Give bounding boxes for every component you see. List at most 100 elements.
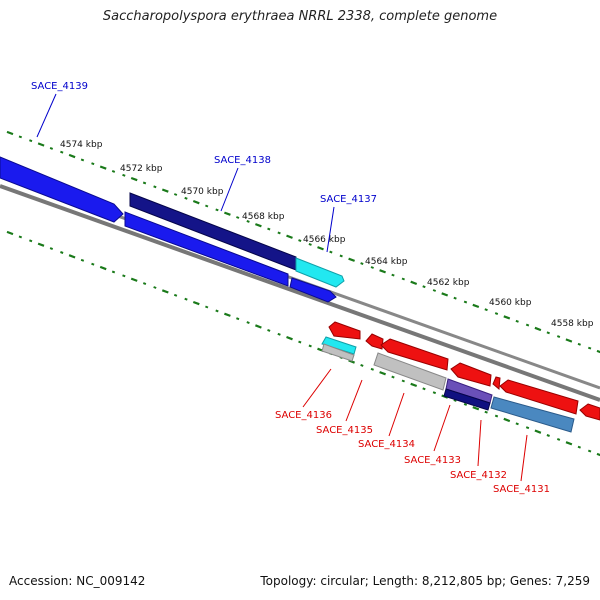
upper-tick — [463, 300, 468, 304]
upper-tick — [348, 257, 355, 262]
lower-tick — [205, 305, 209, 309]
gene-sace-4134-head[interactable] — [365, 333, 384, 350]
gene-sace-4135[interactable] — [321, 343, 355, 362]
gene-sace-4138-lower[interactable] — [124, 211, 289, 287]
upper-tick — [298, 239, 302, 243]
lower-tick — [122, 274, 126, 278]
upper-tick — [267, 227, 271, 231]
lower-tick — [401, 379, 405, 383]
lower-tick — [173, 293, 178, 297]
gene-sace-4134[interactable] — [380, 338, 449, 371]
upper-tick — [422, 285, 426, 289]
upper-tick — [329, 250, 333, 254]
upper-tick — [546, 331, 550, 335]
lower-tick — [556, 437, 561, 441]
lower-tick — [99, 265, 107, 271]
gene-sace-4139[interactable] — [0, 156, 124, 223]
lower-tick — [246, 321, 250, 325]
upper-tick — [111, 169, 116, 173]
lower-tick — [348, 359, 355, 364]
lower-tick — [130, 277, 138, 282]
label-sace-4133[interactable]: SACE_4133 — [404, 455, 461, 466]
upper-tick — [441, 292, 449, 297]
upper-tick — [37, 142, 45, 147]
gene-sace-4137[interactable] — [295, 257, 345, 288]
lower-tick — [37, 242, 45, 247]
lower-tick — [422, 387, 426, 391]
upper-tick — [60, 150, 64, 154]
lower-tick — [379, 371, 386, 376]
upper-tick — [339, 254, 343, 258]
label-sace-4134[interactable]: SACE_4134 — [358, 439, 415, 450]
gene-sace-4131-steel[interactable] — [490, 396, 575, 433]
upper-tick — [596, 349, 600, 354]
backbone-inner — [0, 184, 600, 402]
label-sace-4131[interactable]: SACE_4131 — [493, 484, 550, 495]
leader-4139 — [36, 93, 57, 138]
lower-tick — [6, 230, 14, 236]
lower-tick — [525, 426, 530, 430]
leader-4136 — [302, 368, 332, 408]
gene-sace-4136[interactable] — [328, 321, 361, 340]
gene-sace-4132-head[interactable] — [492, 376, 501, 390]
gene-labels: SACE_4139 SACE_4138 SACE_4137 SACE_4136 … — [31, 81, 550, 495]
upper-tick — [91, 162, 95, 166]
upper-tick — [277, 231, 281, 235]
upper-tick — [246, 219, 250, 223]
tick-label-4564: 4564 kbp — [365, 257, 408, 267]
leader-4138 — [220, 167, 239, 212]
lower-tick — [18, 235, 23, 239]
tick-label-4572: 4572 kbp — [120, 164, 163, 174]
lower-tick — [60, 251, 64, 254]
lower-tick — [29, 239, 33, 243]
gene-sace-4132[interactable] — [443, 388, 491, 411]
scale-track-upper — [6, 130, 600, 354]
label-sace-4136[interactable]: SACE_4136 — [275, 410, 332, 421]
map-title: Saccharopolyspora erythraea NRRL 2338, c… — [102, 9, 498, 24]
scale-labels: 4574 kbp 4572 kbp 4570 kbp 4568 kbp 4566… — [60, 140, 594, 329]
lower-tick — [360, 363, 364, 367]
lower-tick — [453, 399, 457, 402]
lower-tick — [410, 382, 418, 388]
label-leaders — [36, 93, 528, 482]
upper-tick — [6, 130, 14, 136]
lower-tick — [565, 441, 573, 446]
label-sace-4139[interactable]: SACE_4139 — [31, 81, 88, 92]
gene-sace-4137-lower[interactable] — [289, 277, 337, 303]
upper-tick — [286, 234, 293, 239]
lower-tick — [596, 452, 600, 457]
upper-tick — [68, 153, 76, 159]
upper-tick — [494, 312, 499, 316]
upper-tick — [255, 223, 262, 228]
gene-sace-4134-gray[interactable] — [373, 352, 447, 391]
forward-strand-genes — [0, 156, 345, 303]
lower-tick — [286, 335, 293, 341]
upper-tick — [122, 173, 126, 177]
gene-sace-4131[interactable] — [499, 379, 579, 415]
lower-tick — [111, 270, 116, 274]
label-sace-4137[interactable]: SACE_4137 — [320, 194, 377, 205]
gene-next[interactable] — [579, 403, 600, 421]
lower-tick — [142, 282, 147, 286]
upper-tick — [184, 196, 188, 200]
upper-tick — [142, 181, 147, 185]
upper-tick — [503, 315, 511, 320]
gene-sace-4136-b[interactable] — [321, 336, 357, 355]
upper-tick — [99, 165, 107, 170]
lower-tick — [546, 434, 550, 437]
tick-label-4558: 4558 kbp — [551, 319, 594, 329]
label-sace-4138[interactable]: SACE_4138 — [214, 155, 271, 166]
lower-tick — [49, 247, 54, 251]
upper-tick — [317, 246, 324, 251]
gene-sace-4133[interactable] — [450, 362, 492, 387]
label-sace-4135[interactable]: SACE_4135 — [316, 425, 373, 436]
lower-tick — [277, 332, 281, 336]
lower-tick — [494, 414, 499, 418]
tick-label-4560: 4560 kbp — [489, 298, 532, 308]
upper-tick — [29, 139, 33, 143]
label-sace-4132[interactable]: SACE_4132 — [450, 470, 507, 481]
lower-tick — [68, 254, 76, 259]
upper-tick — [224, 211, 231, 216]
leader-4133 — [433, 404, 451, 452]
